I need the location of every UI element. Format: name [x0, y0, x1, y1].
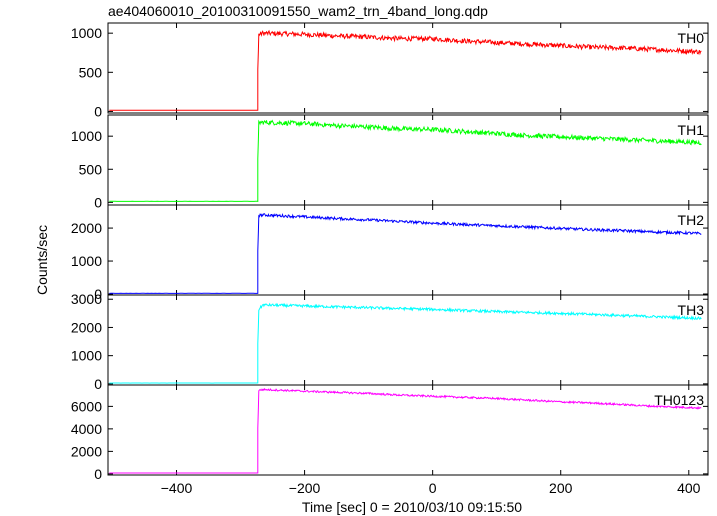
series-line-th3 — [109, 302, 702, 384]
series-label-th2: TH2 — [678, 212, 705, 228]
y-tick-label: 0 — [94, 194, 102, 210]
y-tick-label: 1000 — [71, 348, 102, 364]
panel-th0123: 0 2000 4000 6000 TH0123 — [71, 384, 709, 482]
panel-th2: 0 1000 2000 TH2 — [71, 204, 709, 302]
x-tick-label: −200 — [289, 480, 321, 496]
series-line-th0123 — [109, 387, 702, 474]
panel-th0: 0 500 1000 TH0 — [71, 22, 709, 119]
y-tick-label: 1000 — [71, 25, 102, 41]
series-label-th0: TH0 — [678, 30, 705, 46]
y-tick-label: 0 — [94, 286, 102, 302]
y-tick-label: 3000 — [71, 291, 102, 307]
series-line-th0 — [109, 29, 702, 111]
y-tick-label: 0 — [94, 376, 102, 392]
series-label-th3: TH3 — [678, 302, 705, 318]
panel-frame — [107, 384, 709, 476]
y-tick-label: 500 — [79, 64, 103, 80]
x-axis: −400 −200 0 200 400 — [161, 480, 701, 496]
y-tick-label: 2000 — [71, 319, 102, 335]
x-tick-label: 0 — [429, 480, 437, 496]
series-line-th2 — [109, 213, 702, 294]
x-tick-label: −400 — [161, 480, 193, 496]
y-tick-label: 2000 — [71, 443, 102, 459]
x-axis-label: Time [sec] 0 = 2010/03/10 09:15:50 — [302, 499, 522, 515]
series-label-th0123: TH0123 — [654, 392, 704, 408]
y-tick-label: 1000 — [71, 253, 102, 269]
y-tick-label: 4000 — [71, 421, 102, 437]
series-label-th1: TH1 — [678, 122, 705, 138]
panels-group: 0 500 1000 TH0 0 500 1000 TH1 0 1000 2000 TH2 0 1000 2… — [71, 22, 709, 482]
panel-th1: 0 500 1000 TH1 — [71, 114, 709, 210]
panel-frame — [107, 204, 709, 296]
x-tick-label: 200 — [549, 480, 573, 496]
panel-th3: 0 1000 2000 3000 TH3 — [71, 291, 709, 392]
panel-frame — [107, 22, 709, 114]
y-tick-label: 0 — [94, 103, 102, 119]
y-axis-label: Counts/sec — [34, 225, 50, 295]
y-tick-label: 6000 — [71, 398, 102, 414]
y-tick-label: 0 — [94, 466, 102, 482]
chart-title: ae404060010_20100310091550_wam2_trn_4ban… — [108, 3, 488, 19]
y-tick-label: 2000 — [71, 220, 102, 236]
y-tick-label: 500 — [79, 161, 103, 177]
series-line-th1 — [109, 119, 702, 202]
y-tick-label: 1000 — [71, 128, 102, 144]
x-tick-label: 400 — [677, 480, 701, 496]
